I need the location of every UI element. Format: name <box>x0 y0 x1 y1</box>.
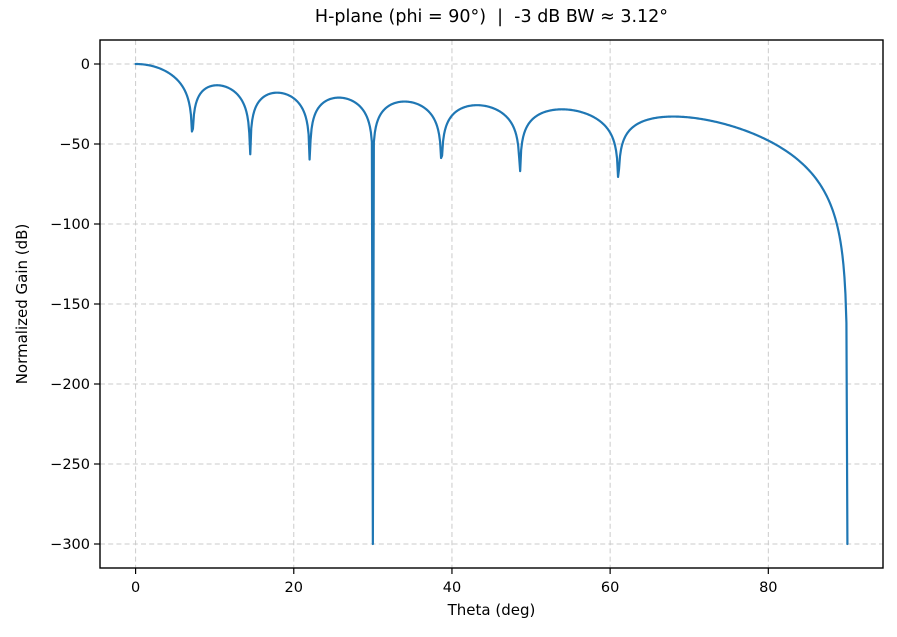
x-tick-label: 0 <box>131 580 140 596</box>
x-tick-label: 60 <box>601 580 619 596</box>
x-tick-label: 80 <box>759 580 777 596</box>
y-tick-label: −100 <box>50 217 90 233</box>
y-tick-label: −250 <box>50 457 90 473</box>
x-tick-label: 20 <box>285 580 303 596</box>
gain-curve <box>134 62 849 546</box>
y-tick-label: −200 <box>50 377 90 393</box>
y-tick-label: 0 <box>81 57 90 73</box>
y-tick-label: −50 <box>59 137 90 153</box>
y-tick-label: −150 <box>50 297 90 313</box>
x-tick-label: 40 <box>443 580 461 596</box>
y-tick-label: −300 <box>50 537 90 553</box>
chart-title: H-plane (phi = 90°) | -3 dB BW ≈ 3.12° <box>314 7 669 27</box>
x-axis-label: Theta (deg) <box>447 601 536 619</box>
